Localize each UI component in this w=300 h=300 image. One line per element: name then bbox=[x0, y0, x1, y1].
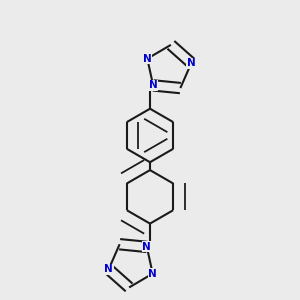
Text: N: N bbox=[143, 54, 152, 64]
Text: N: N bbox=[142, 242, 151, 252]
Text: N: N bbox=[187, 58, 196, 68]
Text: N: N bbox=[148, 268, 157, 279]
Text: N: N bbox=[149, 80, 158, 90]
Text: N: N bbox=[104, 264, 113, 274]
